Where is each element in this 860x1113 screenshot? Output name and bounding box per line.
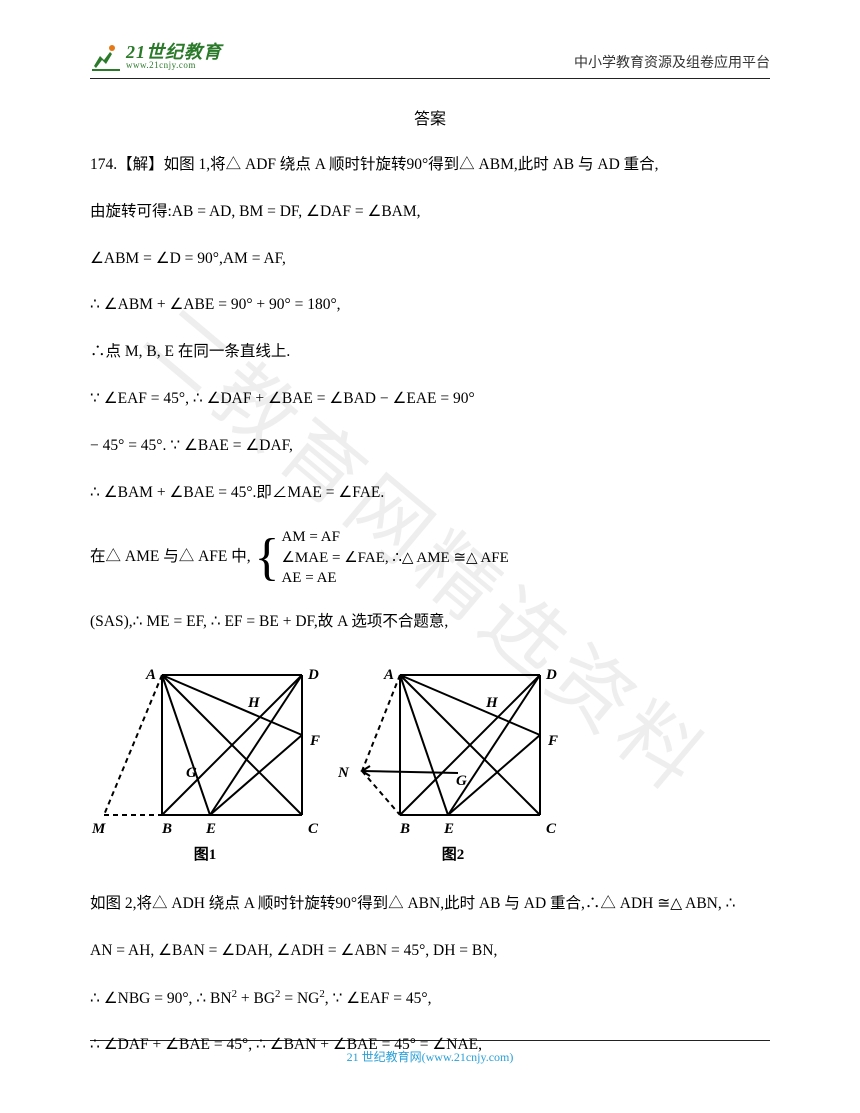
paragraph-2: 由旋转可得:AB = AD, BM = DF, ∠DAF = ∠BAM,	[90, 200, 770, 225]
paragraph-5: ∴点 M, B, E 在同一条直线上.	[90, 340, 770, 365]
paragraph-10: (SAS),∴ ME = EF, ∴ EF = BE + DF,故 A 选项不合…	[90, 610, 770, 635]
paragraph-14: ∴ ∠DAF + ∠BAE = 45°, ∴ ∠BAN + ∠BAE = 45°…	[90, 1033, 770, 1058]
svg-text:F: F	[309, 733, 320, 749]
brace-line-3: AE = AE	[281, 568, 508, 588]
site-logo: 21世纪教育 www.21cnjy.com	[90, 40, 222, 72]
page-header: 21世纪教育 www.21cnjy.com 中小学教育资源及组卷应用平台	[90, 40, 770, 79]
p13-d: , ∵ ∠EAF = 45°,	[325, 990, 432, 1007]
figure-2: A D B C N E F G H 图2	[338, 657, 568, 864]
paragraph-3: ∠ABM = ∠D = 90°,AM = AF,	[90, 247, 770, 272]
paragraph-6: ∵ ∠EAF = 45°, ∴ ∠DAF + ∠BAE = ∠BAD − ∠EA…	[90, 387, 770, 412]
paragraph-1: 174.【解】如图 1,将△ ADF 绕点 A 顺时针旋转90°得到△ ABM,…	[90, 153, 770, 178]
paragraph-9: 在△ AME 与△ AFE 中, { AM = AF ∠MAE = ∠FAE, …	[90, 527, 770, 588]
svg-text:A: A	[383, 667, 394, 683]
brace-group: { AM = AF ∠MAE = ∠FAE, ∴△ AME ≅△ AFE AE …	[254, 527, 508, 588]
svg-text:M: M	[91, 821, 106, 837]
logo-sub-text: www.21cnjy.com	[126, 61, 222, 70]
svg-text:E: E	[205, 821, 216, 837]
figure-2-svg: A D B C N E F G H	[338, 657, 568, 837]
paragraph-13: ∴ ∠NBG = 90°, ∴ BN2 + BG2 = NG2, ∵ ∠EAF …	[90, 986, 770, 1012]
figures-row: A D B C M E F G H 图1 A D B C N E F G H 图2	[90, 657, 770, 864]
logo-main-text: 21世纪教育	[126, 43, 222, 61]
header-right-text: 中小学教育资源及组卷应用平台	[574, 52, 770, 72]
svg-text:H: H	[247, 695, 261, 711]
paragraph-11: 如图 2,将△ ADH 绕点 A 顺时针旋转90°得到△ ABN,此时 AB 与…	[90, 892, 770, 917]
paragraph-7: − 45° = 45°. ∵ ∠BAE = ∠DAF,	[90, 434, 770, 459]
brace-lines: AM = AF ∠MAE = ∠FAE, ∴△ AME ≅△ AFE AE = …	[281, 527, 508, 588]
svg-text:B: B	[399, 821, 410, 837]
p13-a: ∴ ∠NBG = 90°, ∴ BN	[90, 990, 232, 1007]
svg-text:D: D	[545, 667, 557, 683]
figure-1-svg: A D B C M E F G H	[90, 657, 320, 837]
svg-text:C: C	[308, 821, 319, 837]
logo-text: 21世纪教育 www.21cnjy.com	[126, 43, 222, 70]
svg-text:B: B	[161, 821, 172, 837]
svg-text:E: E	[443, 821, 454, 837]
answer-title: 答案	[90, 105, 770, 129]
svg-text:H: H	[485, 695, 499, 711]
svg-text:C: C	[546, 821, 557, 837]
paragraph-4: ∴ ∠ABM + ∠ABE = 90° + 90° = 180°,	[90, 293, 770, 318]
p13-c: = NG	[280, 990, 319, 1007]
paragraph-8: ∴ ∠BAM + ∠BAE = 45°.即∠MAE = ∠FAE.	[90, 481, 770, 506]
paragraph-12: AN = AH, ∠BAN = ∠DAH, ∠ADH = ∠ABN = 45°,…	[90, 939, 770, 964]
svg-text:G: G	[186, 765, 197, 781]
svg-text:A: A	[145, 667, 156, 683]
figure-1: A D B C M E F G H 图1	[90, 657, 320, 864]
runner-icon	[90, 40, 122, 72]
svg-text:F: F	[547, 733, 558, 749]
page-content: 21世纪教育 www.21cnjy.com 中小学教育资源及组卷应用平台 答案 …	[0, 0, 860, 1058]
svg-text:G: G	[456, 773, 467, 789]
figure-1-caption: 图1	[90, 843, 320, 864]
figure-2-caption: 图2	[338, 843, 568, 864]
p13-b: + BG	[237, 990, 275, 1007]
svg-text:D: D	[307, 667, 319, 683]
brace-line-2: ∠MAE = ∠FAE, ∴△ AME ≅△ AFE	[281, 548, 508, 568]
p9-lead: 在△ AME 与△ AFE 中,	[90, 548, 251, 565]
left-brace-icon: {	[254, 536, 279, 580]
brace-line-1: AM = AF	[281, 527, 508, 547]
svg-text:N: N	[338, 765, 350, 781]
